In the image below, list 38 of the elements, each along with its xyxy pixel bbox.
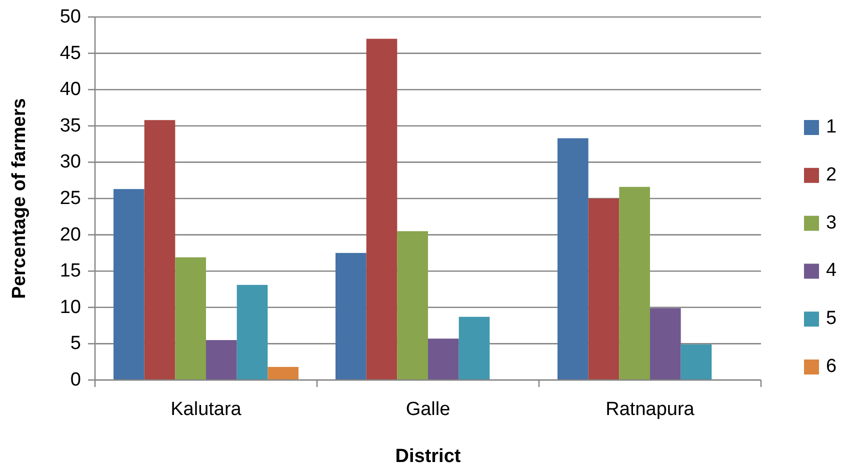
y-tick-label: 5 [70, 333, 81, 354]
legend-label: 1 [826, 116, 837, 138]
y-tick-label: 40 [60, 79, 81, 100]
legend-label: 2 [826, 164, 837, 186]
bar [268, 366, 298, 380]
bar [366, 38, 398, 380]
y-tick-label: 0 [70, 370, 81, 390]
y-axis-title: Percentage of farmers [9, 98, 30, 299]
x-axis-title: District [395, 446, 462, 467]
y-tick-label: 15 [60, 260, 81, 282]
x-tick-label: Galle [406, 399, 450, 420]
bar [428, 338, 459, 380]
bar [680, 344, 712, 380]
legend-label: 5 [826, 308, 837, 330]
bar [175, 257, 206, 380]
legend-label: 4 [826, 260, 837, 282]
y-tick-label: 35 [60, 115, 81, 136]
y-tick-label: 45 [60, 42, 81, 64]
y-tick-label: 25 [60, 188, 81, 209]
y-tick-label: 50 [60, 6, 81, 28]
bar [558, 138, 588, 380]
y-tick-label: 30 [60, 152, 81, 173]
bar [236, 284, 268, 380]
bar [650, 308, 681, 380]
y-tick-label: 10 [60, 296, 81, 318]
bar [144, 120, 176, 380]
bar [458, 316, 490, 380]
bar [588, 198, 620, 380]
bar [619, 186, 650, 380]
bar [206, 340, 237, 380]
bar [397, 231, 428, 380]
bar [336, 252, 366, 380]
bar [114, 189, 144, 380]
legend-label: 6 [826, 356, 837, 377]
legend-label: 3 [826, 212, 837, 234]
y-tick-label: 20 [60, 224, 81, 246]
x-tick-label: Ratnapura [606, 399, 695, 420]
x-tick-label: Kalutara [170, 399, 242, 420]
